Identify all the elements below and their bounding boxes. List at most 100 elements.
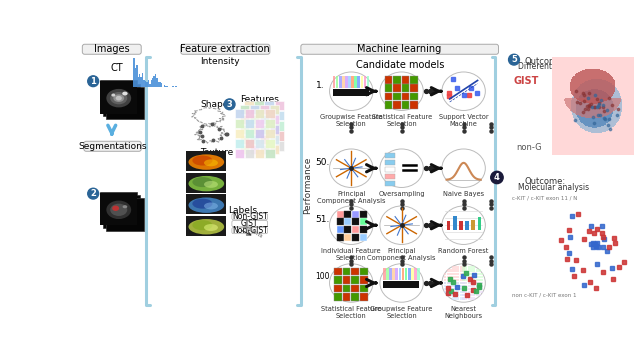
Bar <box>473 279 476 281</box>
Bar <box>460 269 462 272</box>
Bar <box>465 282 467 284</box>
Bar <box>463 282 465 284</box>
Bar <box>264 131 274 141</box>
Bar <box>367 76 369 88</box>
Bar <box>476 282 478 284</box>
Bar <box>254 121 264 131</box>
Point <box>584 103 595 108</box>
Ellipse shape <box>189 176 224 191</box>
Point <box>593 103 603 109</box>
Bar <box>470 282 473 284</box>
Bar <box>145 81 146 87</box>
Bar <box>473 266 476 269</box>
FancyBboxPatch shape <box>232 227 268 234</box>
Bar <box>481 285 483 287</box>
Bar <box>470 291 473 293</box>
Bar <box>479 279 481 281</box>
Bar <box>352 211 359 218</box>
Bar <box>343 284 351 292</box>
Bar <box>479 294 481 297</box>
Point <box>594 101 604 107</box>
Bar <box>457 273 460 275</box>
Text: 50.: 50. <box>316 158 330 167</box>
Bar <box>473 276 476 278</box>
Bar <box>476 273 478 275</box>
Bar <box>463 279 465 281</box>
Bar <box>360 218 367 225</box>
Bar <box>270 145 279 155</box>
Text: Principal
Component Analysis: Principal Component Analysis <box>367 248 436 261</box>
Bar <box>106 87 143 119</box>
Bar <box>344 218 351 225</box>
Ellipse shape <box>193 177 212 187</box>
Point <box>602 108 612 113</box>
Bar <box>460 273 462 275</box>
Bar <box>449 285 451 287</box>
Ellipse shape <box>204 159 218 166</box>
Bar <box>452 291 454 293</box>
Bar <box>245 109 254 118</box>
Point <box>604 116 614 122</box>
Bar <box>385 174 396 179</box>
Bar <box>470 273 473 275</box>
Ellipse shape <box>123 205 127 208</box>
Bar <box>402 101 410 109</box>
Ellipse shape <box>189 198 224 213</box>
Point <box>598 104 608 110</box>
Text: 100,000.: 100,000. <box>316 272 349 281</box>
Bar <box>444 279 446 281</box>
Bar <box>360 226 367 233</box>
Ellipse shape <box>122 91 127 95</box>
Bar <box>270 135 279 145</box>
Bar <box>473 291 476 293</box>
Bar <box>444 276 446 278</box>
Bar <box>364 76 366 88</box>
Bar <box>454 294 457 297</box>
Bar <box>411 268 413 280</box>
Text: non-G: non-G <box>516 143 542 152</box>
Bar <box>459 221 463 230</box>
Ellipse shape <box>204 181 218 188</box>
Bar <box>255 129 264 138</box>
Bar <box>100 81 138 114</box>
Point <box>595 97 605 103</box>
Point <box>578 109 588 115</box>
Bar <box>449 291 451 293</box>
Bar <box>393 84 401 92</box>
Point <box>607 102 617 108</box>
Bar <box>239 125 249 134</box>
Bar <box>383 281 419 288</box>
Bar <box>245 119 254 128</box>
Bar <box>165 86 166 87</box>
Bar <box>154 76 155 87</box>
Point <box>579 92 589 98</box>
Bar <box>473 282 476 284</box>
Text: Naive Bayes: Naive Bayes <box>443 191 484 197</box>
Bar <box>447 291 449 293</box>
Point <box>579 98 589 104</box>
Bar <box>476 269 478 272</box>
Bar <box>385 84 392 92</box>
Bar <box>152 78 154 87</box>
Bar <box>254 111 264 120</box>
Bar <box>265 129 275 138</box>
Bar <box>463 294 465 297</box>
Bar <box>186 173 227 193</box>
Text: GIST: GIST <box>241 219 259 228</box>
Bar <box>460 282 462 284</box>
Bar <box>481 282 483 284</box>
Bar <box>463 266 465 269</box>
Text: c-KIT / c-KIT exon 11 / N: c-KIT / c-KIT exon 11 / N <box>513 195 578 200</box>
Bar <box>265 139 275 148</box>
Bar <box>465 282 467 284</box>
Bar <box>250 145 259 155</box>
Bar <box>460 294 462 297</box>
Bar <box>334 293 342 301</box>
Bar <box>235 109 244 118</box>
Bar <box>463 276 465 278</box>
Bar <box>465 273 467 275</box>
Point <box>599 108 609 114</box>
Bar <box>402 93 410 100</box>
Bar <box>235 149 244 158</box>
Bar <box>254 131 264 141</box>
